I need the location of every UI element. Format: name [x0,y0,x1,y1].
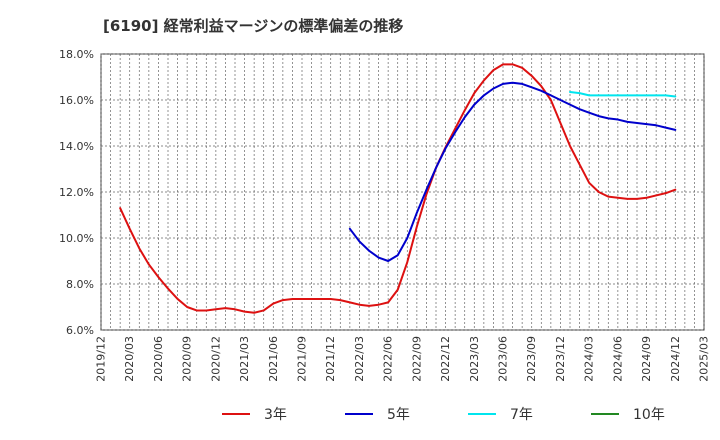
x-axis: 2019/12 2020/03 2020/06 2020/09 2020/12 2021/… [95,336,711,382]
series-group [119,63,677,314]
x-tick-label: 2024/09 [640,336,653,382]
x-tick-label: 2022/09 [410,336,423,382]
y-tick-label: 8.0% [66,278,94,291]
x-tick-label: 2023/12 [554,336,567,382]
legend: 3年 5年 7年 10年 [222,407,665,423]
y-tick-label: 6.0% [66,324,94,337]
x-tick-label: 2020/06 [152,336,165,382]
x-tick-label: 2024/06 [611,336,624,382]
x-tick-label: 2021/03 [238,336,251,382]
x-tick-label: 2021/12 [324,336,337,382]
x-tick-label: 2022/06 [382,336,395,382]
x-tick-label: 2025/03 [698,336,711,382]
x-tick-label: 2022/03 [353,336,366,382]
x-tick-label: 2023/06 [497,336,510,382]
x-tick-label: 2023/09 [525,336,538,382]
x-tick-label: 2024/03 [583,336,596,382]
x-tick-label: 2019/12 [95,336,108,382]
x-tick-label: 2020/12 [209,336,222,382]
series-line-1 [348,81,677,262]
series-line-2 [569,90,677,98]
y-tick-label: 16.0% [59,94,94,107]
x-tick-label: 2023/03 [468,336,481,382]
x-tick-label: 2021/09 [296,336,309,382]
chart-title: [6190] 経常利益マージンの標準偏差の推移 [103,17,403,35]
legend-label-3: 10年 [633,407,665,423]
y-tick-label: 12.0% [59,186,94,199]
y-tick-label: 14.0% [59,140,94,153]
x-tick-label: 2021/06 [267,336,280,382]
y-tick-label: 18.0% [59,48,94,61]
x-tick-label: 2020/09 [181,336,194,382]
x-tick-label: 2020/03 [123,336,136,382]
legend-label-0: 3年 [264,407,287,423]
x-tick-label: 2024/12 [669,336,682,382]
legend-label-2: 7年 [510,407,533,423]
x-tick-label: 2022/12 [439,336,452,382]
y-tick-label: 10.0% [59,232,94,245]
legend-label-1: 5年 [387,407,410,423]
y-axis: 6.0% 8.0% 10.0% 12.0% 14.0% 16.0% 18.0% [59,48,94,337]
series-line-0 [119,63,677,314]
